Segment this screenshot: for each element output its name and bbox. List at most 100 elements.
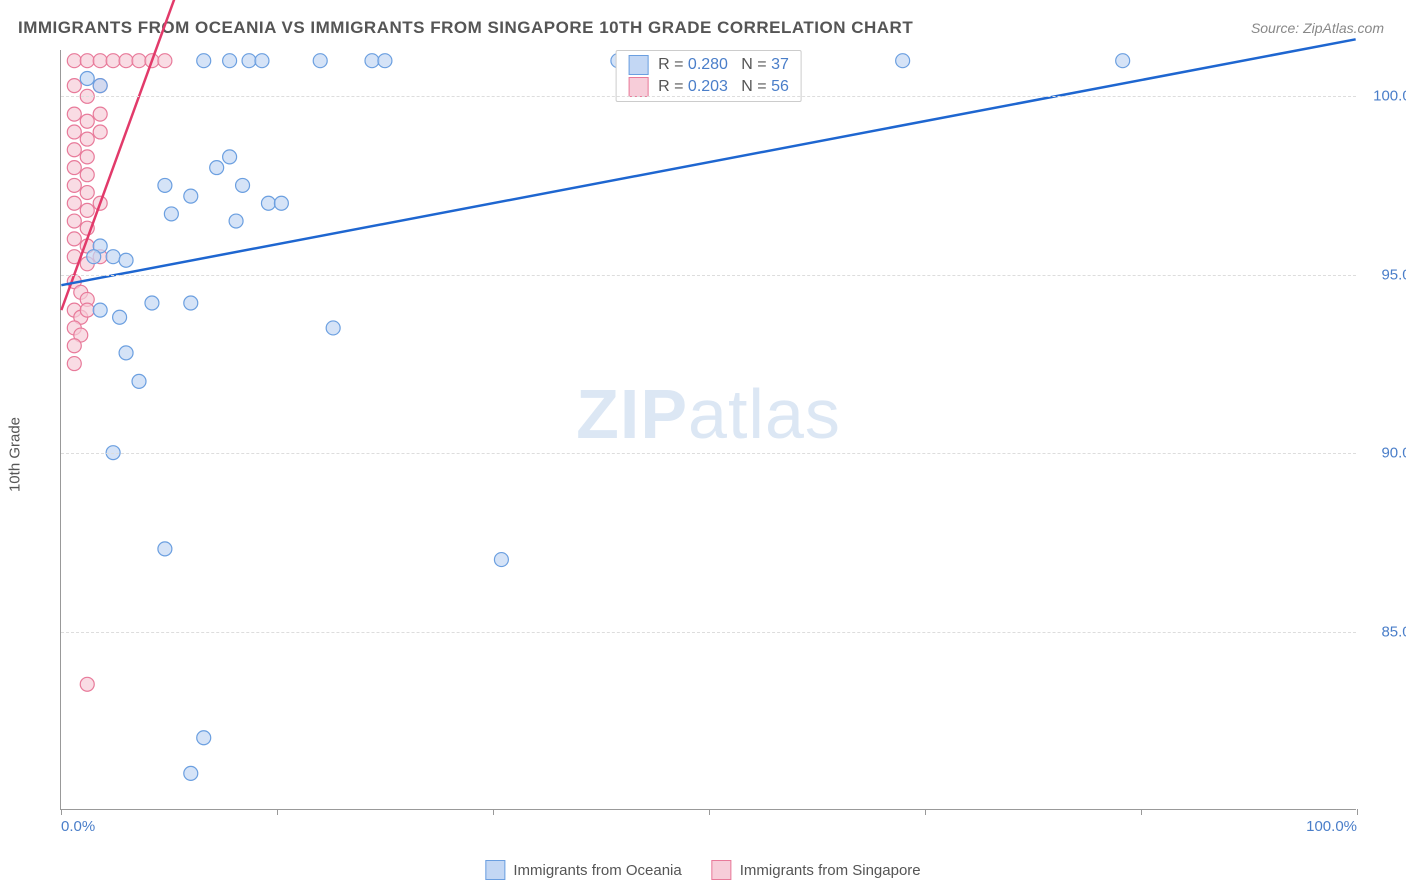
legend-swatch-pink [712, 860, 732, 880]
data-point [223, 54, 237, 68]
data-point [255, 54, 269, 68]
data-point [106, 54, 120, 68]
data-point [229, 214, 243, 228]
data-point [242, 54, 256, 68]
bottom-legend: Immigrants from Oceania Immigrants from … [485, 860, 920, 880]
data-point [80, 54, 94, 68]
data-point [93, 54, 107, 68]
data-point [158, 54, 172, 68]
data-point [80, 132, 94, 146]
data-point [184, 766, 198, 780]
data-point [119, 346, 133, 360]
data-point [197, 731, 211, 745]
gridline-h [61, 96, 1356, 97]
data-point [326, 321, 340, 335]
data-point [80, 168, 94, 182]
gridline-h [61, 275, 1356, 276]
plot-area: ZIPatlas R = 0.280 N = 37 R = 0.203 N = … [60, 50, 1356, 810]
data-point [132, 374, 146, 388]
data-point [158, 542, 172, 556]
data-point [67, 214, 81, 228]
x-tick [493, 809, 494, 815]
data-point [80, 186, 94, 200]
data-point [67, 125, 81, 139]
source-attribution: Source: ZipAtlas.com [1251, 20, 1384, 36]
legend-item: Immigrants from Oceania [485, 860, 681, 880]
data-point [197, 54, 211, 68]
n-value: 37 [771, 56, 789, 73]
source-link[interactable]: ZipAtlas.com [1303, 20, 1384, 36]
legend-swatch-blue [628, 55, 648, 75]
stat-legend-row: R = 0.280 N = 37 [628, 55, 789, 75]
data-point [67, 339, 81, 353]
legend-label: Immigrants from Oceania [513, 862, 681, 879]
data-point [223, 150, 237, 164]
legend-label: Immigrants from Singapore [740, 862, 921, 879]
x-tick [709, 809, 710, 815]
stat-text: R = 0.203 N = 56 [658, 78, 789, 96]
x-tick-label: 0.0% [61, 818, 95, 835]
data-point [80, 677, 94, 691]
data-point [1116, 54, 1130, 68]
r-value: 0.280 [688, 56, 728, 73]
data-point [145, 296, 159, 310]
chart-title: IMMIGRANTS FROM OCEANIA VS IMMIGRANTS FR… [18, 18, 913, 38]
data-point [87, 250, 101, 264]
data-point [67, 232, 81, 246]
stat-text: R = 0.280 N = 37 [658, 56, 789, 74]
y-tick-label: 95.0% [1364, 266, 1406, 283]
data-point [158, 178, 172, 192]
scatter-svg [61, 50, 1356, 809]
x-tick-label: 100.0% [1306, 818, 1357, 835]
data-point [184, 189, 198, 203]
legend-swatch-blue [485, 860, 505, 880]
data-point [106, 250, 120, 264]
data-point [119, 54, 133, 68]
x-tick [277, 809, 278, 815]
data-point [67, 161, 81, 175]
data-point [378, 54, 392, 68]
n-value: 56 [771, 78, 789, 95]
data-point [80, 150, 94, 164]
gridline-h [61, 453, 1356, 454]
data-point [164, 207, 178, 221]
y-tick-label: 100.0% [1364, 88, 1406, 105]
data-point [313, 54, 327, 68]
x-tick [1141, 809, 1142, 815]
r-value: 0.203 [688, 78, 728, 95]
data-point [67, 178, 81, 192]
legend-swatch-pink [628, 77, 648, 97]
data-point [93, 79, 107, 93]
data-point [67, 107, 81, 121]
data-point [119, 253, 133, 267]
data-point [93, 125, 107, 139]
y-axis-label: 10th Grade [7, 417, 24, 492]
legend-item: Immigrants from Singapore [712, 860, 921, 880]
y-tick-label: 85.0% [1364, 623, 1406, 640]
stat-legend: R = 0.280 N = 37 R = 0.203 N = 56 [615, 50, 802, 102]
data-point [236, 178, 250, 192]
data-point [80, 72, 94, 86]
data-point [274, 196, 288, 210]
stat-legend-row: R = 0.203 N = 56 [628, 77, 789, 97]
data-point [132, 54, 146, 68]
data-point [184, 296, 198, 310]
data-point [67, 357, 81, 371]
data-point [67, 54, 81, 68]
source-prefix: Source: [1251, 20, 1303, 36]
data-point [494, 553, 508, 567]
data-point [93, 107, 107, 121]
data-point [67, 79, 81, 93]
x-tick [61, 809, 62, 815]
data-point [80, 203, 94, 217]
data-point [67, 196, 81, 210]
data-point [365, 54, 379, 68]
x-tick [1357, 809, 1358, 815]
gridline-h [61, 632, 1356, 633]
data-point [896, 54, 910, 68]
data-point [261, 196, 275, 210]
data-point [113, 310, 127, 324]
x-tick [925, 809, 926, 815]
data-point [93, 303, 107, 317]
data-point [210, 161, 224, 175]
